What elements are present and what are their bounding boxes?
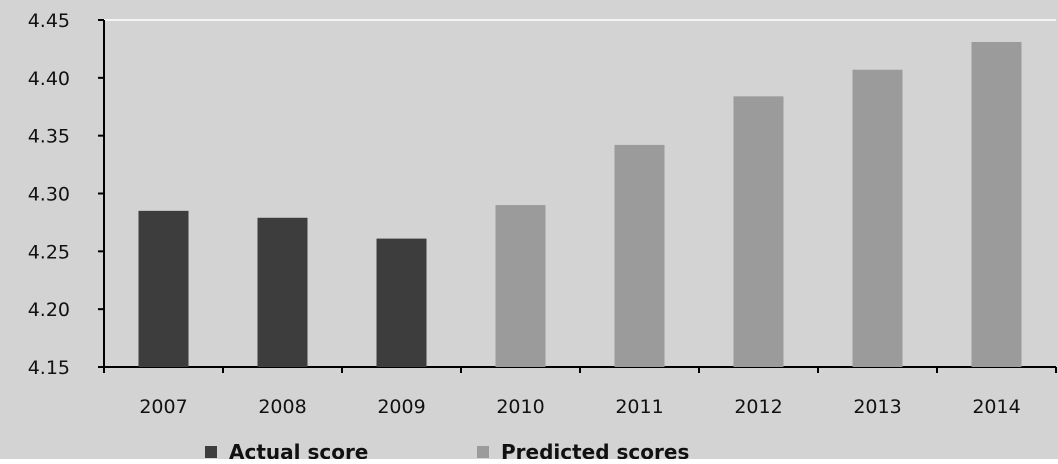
y-tick-label: 4.25 [28, 241, 70, 263]
legend-label: Predicted scores [501, 440, 689, 459]
legend-swatch [477, 446, 489, 458]
x-tick-label: 2011 [615, 396, 663, 418]
y-axis: 4.15 4.20 4.25 4.30 4.35 4.40 4.45 [28, 10, 105, 379]
x-tick-label: 2012 [734, 396, 782, 418]
x-tick-label: 2007 [139, 396, 187, 418]
bar-2011 [614, 144, 665, 367]
legend-swatch [205, 446, 217, 458]
x-tick-label: 2010 [496, 396, 544, 418]
legend-label: Actual score [229, 440, 368, 459]
x-tick-label: 2008 [258, 396, 306, 418]
bar-2014 [971, 41, 1022, 368]
bar-2013 [852, 69, 903, 367]
bar-2007 [138, 210, 189, 367]
y-tick-label: 4.15 [28, 357, 70, 379]
bar-2012 [733, 96, 784, 367]
x-tick-label: 2009 [377, 396, 425, 418]
bar-2010 [495, 205, 546, 367]
y-tick-label: 4.20 [28, 299, 70, 321]
x-tick-label: 2014 [972, 396, 1020, 418]
bar-2008 [257, 217, 308, 367]
y-tick-label: 4.40 [28, 68, 70, 90]
y-tick-label: 4.35 [28, 126, 70, 148]
bars [138, 41, 1022, 368]
y-tick-label: 4.30 [28, 184, 70, 206]
x-tick-label: 2013 [853, 396, 901, 418]
bar-2009 [376, 238, 427, 367]
y-tick-label: 4.45 [28, 10, 70, 32]
